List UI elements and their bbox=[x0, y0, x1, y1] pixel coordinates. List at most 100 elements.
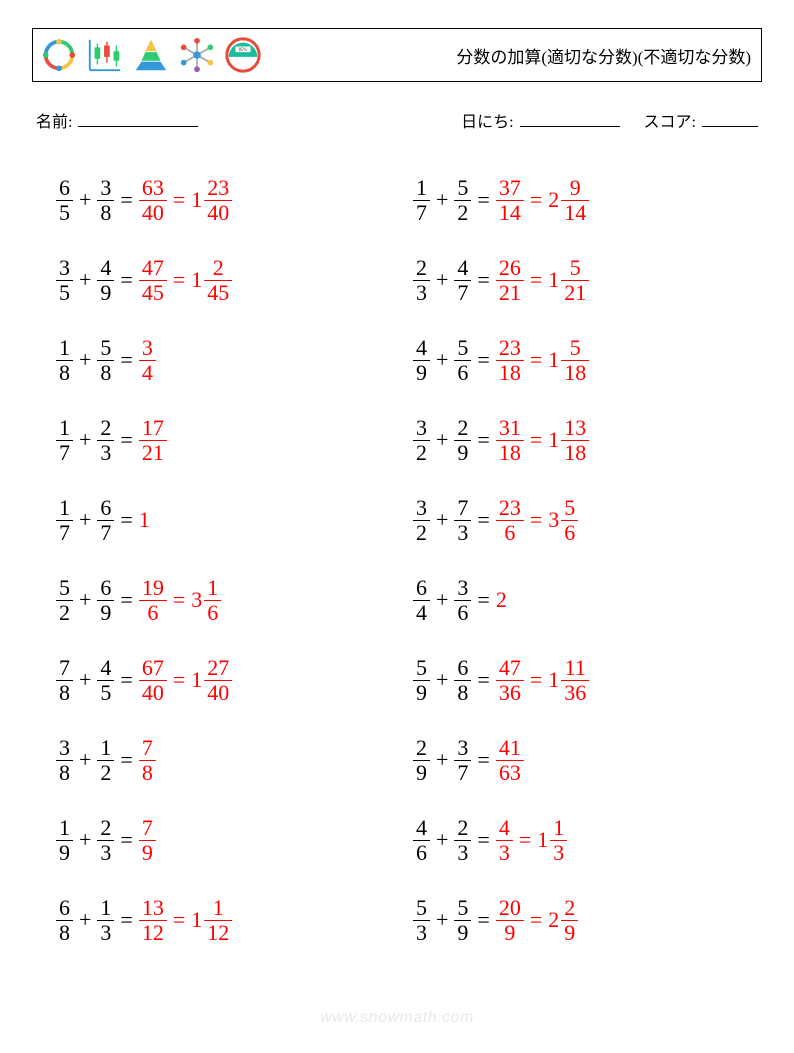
worksheet-title: 分数の加算(適切な分数)(不適切な分数) bbox=[456, 43, 751, 68]
fraction: 78 bbox=[139, 737, 156, 784]
fraction: 38 bbox=[97, 177, 114, 224]
denominator: 4 bbox=[413, 602, 430, 624]
candlestick-chart-icon bbox=[85, 35, 125, 75]
expression: 52+69=196=316 bbox=[56, 577, 221, 624]
fraction: 2621 bbox=[496, 257, 524, 304]
denominator: 40 bbox=[204, 682, 232, 704]
denominator: 18 bbox=[496, 442, 524, 464]
plus-operator: + bbox=[73, 747, 97, 773]
equals-sign: = bbox=[114, 187, 138, 213]
plus-operator: + bbox=[430, 187, 454, 213]
mixed-number: 356 bbox=[548, 497, 578, 544]
denominator: 6 bbox=[454, 362, 471, 384]
equals-sign: = bbox=[114, 347, 138, 373]
fraction: 1312 bbox=[139, 897, 167, 944]
answer: 2621=1521 bbox=[496, 257, 589, 304]
equals-sign: = bbox=[513, 827, 537, 853]
denominator: 9 bbox=[97, 602, 114, 624]
plus-operator: + bbox=[430, 827, 454, 853]
numerator: 11 bbox=[562, 657, 589, 679]
numerator: 6 bbox=[97, 497, 114, 519]
whole-part: 2 bbox=[548, 907, 561, 933]
answer: 78 bbox=[139, 737, 156, 784]
denominator: 2 bbox=[454, 202, 471, 224]
fraction: 23 bbox=[413, 257, 430, 304]
answer: 43=113 bbox=[496, 817, 567, 864]
problem-row: 18+58=34 bbox=[56, 320, 405, 400]
fraction: 64 bbox=[413, 577, 430, 624]
plus-operator: + bbox=[430, 507, 454, 533]
mixed-number: 1112 bbox=[191, 897, 232, 944]
denominator: 6 bbox=[144, 602, 161, 624]
problem-row: 46+23=43=113 bbox=[413, 800, 762, 880]
answer: 6340=12340 bbox=[139, 177, 232, 224]
denominator: 21 bbox=[561, 282, 589, 304]
expression: 46+23=43=113 bbox=[413, 817, 567, 864]
equals-sign: = bbox=[167, 187, 191, 213]
problem-row: 23+47=2621=1521 bbox=[413, 240, 762, 320]
answer: 209=229 bbox=[496, 897, 578, 944]
plus-operator: + bbox=[73, 667, 97, 693]
answer: 6740=12740 bbox=[139, 657, 232, 704]
numerator: 1 bbox=[210, 897, 227, 919]
fraction: 45 bbox=[97, 657, 114, 704]
expression: 17+52=3714=2914 bbox=[413, 177, 589, 224]
expression: 38+12=78 bbox=[56, 737, 156, 784]
equals-sign: = bbox=[114, 507, 138, 533]
numerator: 3 bbox=[454, 737, 471, 759]
denominator: 21 bbox=[496, 282, 524, 304]
numerator: 47 bbox=[139, 257, 167, 279]
denominator: 12 bbox=[139, 922, 167, 944]
numerator: 7 bbox=[56, 657, 73, 679]
fraction: 37 bbox=[454, 737, 471, 784]
numerator: 1 bbox=[550, 817, 567, 839]
denominator: 18 bbox=[561, 362, 589, 384]
numerator: 3 bbox=[97, 177, 114, 199]
equals-sign: = bbox=[114, 587, 138, 613]
equals-sign: = bbox=[471, 507, 495, 533]
problem-row: 19+23=79 bbox=[56, 800, 405, 880]
numerator: 4 bbox=[413, 817, 430, 839]
fraction: 52 bbox=[56, 577, 73, 624]
denominator: 14 bbox=[561, 202, 589, 224]
denominator: 6 bbox=[561, 522, 578, 544]
answer: 4163 bbox=[496, 737, 524, 784]
plus-operator: + bbox=[73, 187, 97, 213]
equals-sign: = bbox=[471, 667, 495, 693]
numerator: 3 bbox=[413, 497, 430, 519]
denominator: 8 bbox=[97, 362, 114, 384]
numerator: 5 bbox=[97, 337, 114, 359]
denominator: 6 bbox=[501, 522, 518, 544]
fraction: 518 bbox=[561, 337, 589, 384]
numerator: 2 bbox=[454, 417, 471, 439]
answer: 79 bbox=[139, 817, 156, 864]
numerator: 5 bbox=[413, 657, 430, 679]
denominator: 3 bbox=[413, 282, 430, 304]
denominator: 9 bbox=[413, 682, 430, 704]
denominator: 3 bbox=[496, 842, 513, 864]
answer: 4736=11136 bbox=[496, 657, 589, 704]
fraction: 36 bbox=[454, 577, 471, 624]
fraction: 1721 bbox=[139, 417, 167, 464]
equals-sign: = bbox=[471, 347, 495, 373]
denominator: 9 bbox=[139, 842, 156, 864]
fraction: 49 bbox=[97, 257, 114, 304]
expression: 18+58=34 bbox=[56, 337, 156, 384]
fraction: 4736 bbox=[496, 657, 524, 704]
denominator: 14 bbox=[496, 202, 524, 224]
fraction: 49 bbox=[413, 337, 430, 384]
denominator: 9 bbox=[97, 282, 114, 304]
mixed-number: 11318 bbox=[548, 417, 589, 464]
numerator: 2 bbox=[97, 417, 114, 439]
numerator: 2 bbox=[413, 737, 430, 759]
equals-sign: = bbox=[524, 507, 548, 533]
denominator: 18 bbox=[496, 362, 524, 384]
equals-sign: = bbox=[524, 907, 548, 933]
denominator: 21 bbox=[139, 442, 167, 464]
fraction: 68 bbox=[56, 897, 73, 944]
answer: 2 bbox=[496, 587, 509, 613]
denominator: 18 bbox=[561, 442, 589, 464]
numerator: 6 bbox=[413, 577, 430, 599]
equals-sign: = bbox=[471, 187, 495, 213]
fraction: 73 bbox=[454, 497, 471, 544]
